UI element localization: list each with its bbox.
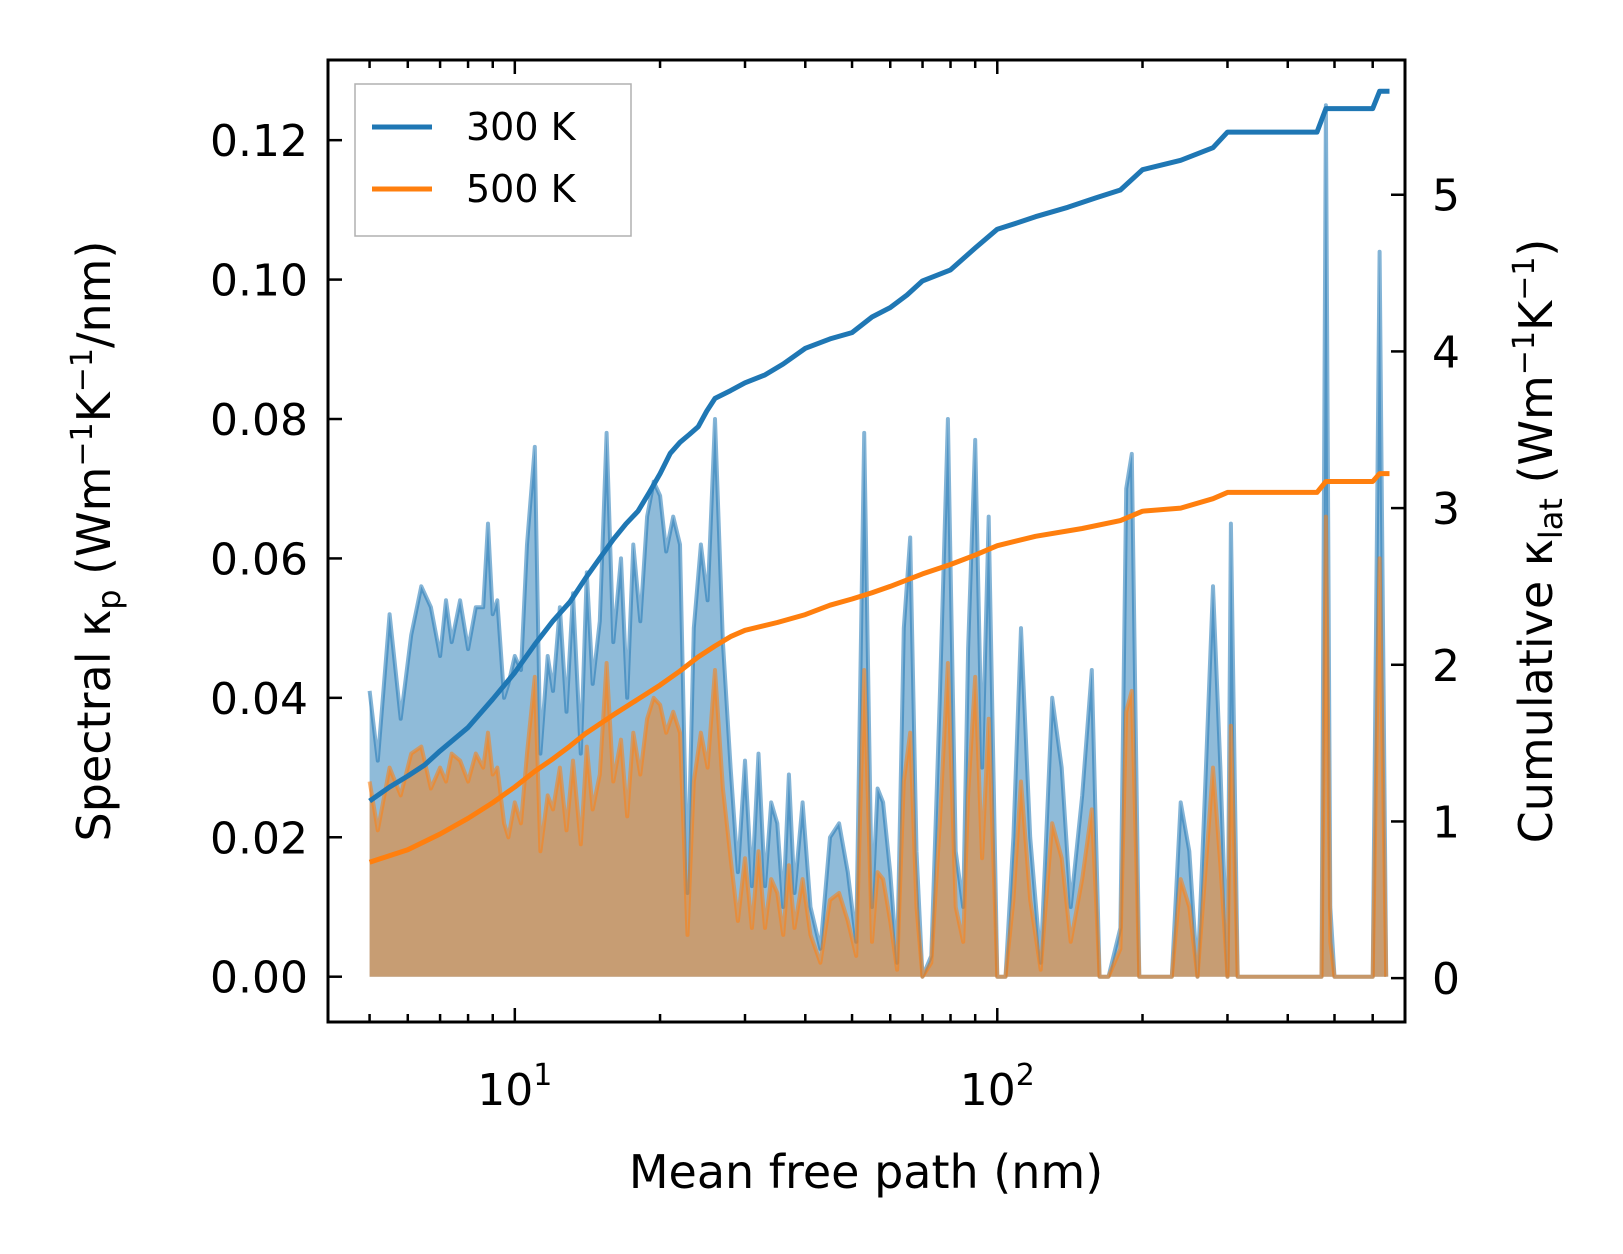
- y-left-tick-label: 0.12: [210, 116, 308, 167]
- y-right-tick-label: 3: [1432, 484, 1460, 535]
- left-axis-label-unit: (Wm: [67, 467, 121, 590]
- right-axis-label-unit: (Wm: [1509, 375, 1563, 498]
- right-axis-label: Cumulative κlat (Wm−1K−1): [1507, 239, 1570, 844]
- x-tick-label-base: 10: [960, 1065, 1016, 1116]
- x-tick-label: 102: [960, 1058, 1035, 1116]
- y-right-tick-label: 1: [1432, 797, 1460, 848]
- right-axis-label-mid: K: [1509, 299, 1563, 331]
- y-left-tick-label: 0.08: [210, 395, 308, 446]
- left-axis-label: Spectral κp (Wm−1K−1/nm): [65, 241, 128, 842]
- left-axis-label-mid: K: [67, 390, 121, 422]
- cumulative-line-300k: [368, 88, 1390, 804]
- right-axis-label-pre: Cumulative κ: [1509, 539, 1563, 843]
- left-axis-label-sub: p: [90, 589, 128, 609]
- right-axis-label-sub: lat: [1532, 498, 1570, 539]
- left-axis-label-e1: −1: [65, 422, 100, 466]
- right-axis-label-post: ): [1509, 239, 1563, 257]
- spectral-area-500k: [369, 516, 1387, 977]
- y-right-tick-label: 0: [1432, 954, 1460, 1005]
- series-lines: [368, 88, 1390, 865]
- y-right-tick-label: 5: [1432, 171, 1460, 222]
- x-axis-label: Mean free path (nm): [629, 1145, 1103, 1199]
- spectral-fills: [367, 103, 1389, 979]
- cumulative-line-500k: [368, 471, 1390, 865]
- legend-label-300k: 300 K: [466, 105, 577, 149]
- x-tick-label-exp: 2: [1016, 1058, 1035, 1093]
- legend-box: [354, 83, 632, 237]
- y-left-tick-label: 0.06: [210, 534, 308, 585]
- spectral-line-500k: [367, 514, 1389, 979]
- y-left-tick-label: 0.04: [210, 674, 308, 725]
- spectral-line-300k: [367, 103, 1389, 979]
- left-axis-label-pre: Spectral κ: [67, 610, 121, 842]
- y-left-tick-label: 0.00: [210, 953, 308, 1004]
- y-left-tick-label: 0.02: [210, 813, 308, 864]
- x-tick-label: 101: [477, 1058, 552, 1116]
- left-axis-label-post: /nm): [67, 241, 121, 348]
- y-right-tick-label: 4: [1432, 327, 1460, 378]
- y-right-tick-label: 2: [1432, 641, 1460, 692]
- x-tick-label-base: 10: [477, 1065, 533, 1116]
- legend-label-500k: 500 K: [466, 167, 577, 211]
- legend: 300 K 500 K: [354, 83, 632, 237]
- y-left-tick-label: 0.10: [210, 256, 308, 307]
- left-axis-label-e2: −1: [65, 348, 100, 392]
- x-tick-label-exp: 1: [533, 1058, 552, 1093]
- right-axis-label-e1: −1: [1507, 331, 1542, 375]
- right-axis-label-e2: −1: [1507, 257, 1542, 301]
- plot-frame: [326, 58, 1407, 1024]
